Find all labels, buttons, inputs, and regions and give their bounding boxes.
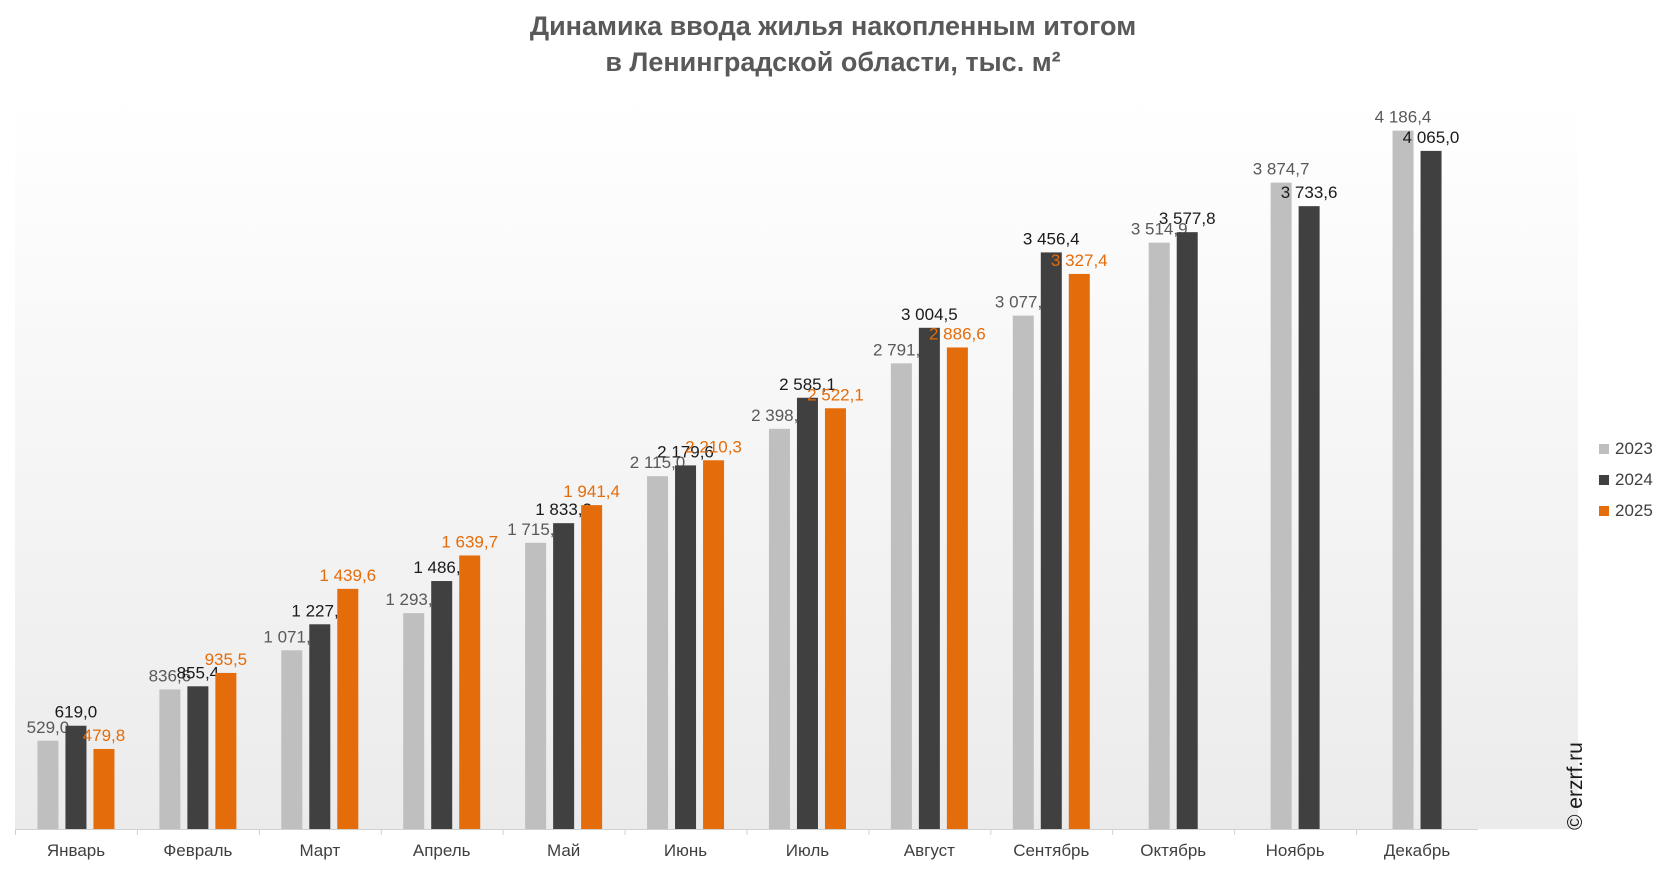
legend-label-2023: 2023 bbox=[1615, 438, 1653, 458]
legend-item-2024: 2024 bbox=[1599, 464, 1653, 495]
data-label-2023: 3 874,7 bbox=[1253, 160, 1310, 179]
watermark: © erzrf.ru bbox=[1564, 742, 1587, 830]
x-tick-label: Март bbox=[299, 841, 340, 860]
legend-item-2023: 2023 bbox=[1599, 433, 1653, 464]
bar-2024 bbox=[431, 581, 453, 829]
bar-2025 bbox=[946, 347, 968, 829]
data-label-2025: 2 210,3 bbox=[685, 437, 742, 456]
data-label-2025: 1 941,4 bbox=[563, 482, 620, 501]
bar-2023 bbox=[159, 689, 181, 829]
x-tick-label: Февраль bbox=[163, 841, 232, 860]
data-label-2025: 2 522,1 bbox=[807, 385, 864, 404]
data-label-2024: 1 833,3 bbox=[535, 500, 592, 519]
bar-2024 bbox=[918, 327, 940, 829]
bar-2023 bbox=[37, 740, 59, 829]
bar-2024 bbox=[187, 686, 209, 829]
data-label-2025: 935,5 bbox=[205, 650, 248, 669]
data-label-2024: 1 227,2 bbox=[291, 601, 348, 620]
bar-2024 bbox=[65, 725, 87, 829]
x-tick-label: Июнь bbox=[664, 841, 707, 860]
bar-2024 bbox=[1420, 150, 1442, 829]
bar-2024 bbox=[553, 523, 575, 829]
chart-title-line-1: Динамика ввода жилья накопленным итогом bbox=[529, 11, 1137, 41]
bar-2025 bbox=[703, 460, 725, 829]
bar-2023 bbox=[525, 542, 547, 829]
data-label-2023: 1 071,2 bbox=[263, 627, 320, 646]
x-tick-label: Август bbox=[904, 841, 955, 860]
data-label-2023: 4 186,4 bbox=[1375, 108, 1432, 127]
data-label-2023: 836,6 bbox=[149, 666, 192, 685]
data-label-2025: 3 327,4 bbox=[1051, 251, 1108, 270]
data-label-2024: 619,0 bbox=[55, 703, 98, 722]
bar-2023 bbox=[1270, 182, 1292, 830]
legend-swatch-2024 bbox=[1599, 474, 1609, 485]
data-label-2024: 3 577,8 bbox=[1159, 209, 1216, 228]
data-label-2025: 479,8 bbox=[83, 726, 126, 745]
x-tick-label: Май bbox=[547, 841, 580, 860]
bar-2025 bbox=[1068, 273, 1090, 829]
bar-2023 bbox=[1148, 242, 1170, 830]
bar-2025 bbox=[93, 748, 115, 829]
bar-2023 bbox=[1012, 315, 1034, 829]
legend-swatch-2023 bbox=[1599, 443, 1609, 454]
x-tick-label: Октябрь bbox=[1140, 841, 1206, 860]
x-tick-label: Январь bbox=[47, 841, 105, 860]
x-tick-label: Сентябрь bbox=[1013, 841, 1089, 860]
data-label-2025: 1 439,6 bbox=[319, 566, 376, 585]
bar-2025 bbox=[215, 672, 237, 829]
legend-item-2025: 2025 bbox=[1599, 495, 1653, 526]
data-label-2025: 2 886,6 bbox=[929, 324, 986, 343]
legend-label-2025: 2025 bbox=[1615, 500, 1653, 520]
bar-2024 bbox=[796, 397, 818, 829]
x-tick-label: Июль bbox=[786, 841, 830, 860]
bar-2025 bbox=[824, 408, 846, 829]
bar-2024 bbox=[309, 624, 331, 829]
bar-2025 bbox=[459, 555, 481, 829]
bar-2024 bbox=[1176, 232, 1198, 830]
legend: 2023 2024 2025 bbox=[1599, 433, 1653, 526]
bar-2024 bbox=[675, 465, 697, 829]
bar-2025 bbox=[337, 588, 359, 829]
data-label-2024: 2 585,1 bbox=[779, 375, 836, 394]
data-label-2023: 1 293,8 bbox=[385, 590, 442, 609]
chart-title-line-2: в Ленинградской области, тыс. м² bbox=[605, 47, 1061, 77]
bar-2023 bbox=[403, 613, 425, 829]
x-tick-label: Апрель bbox=[413, 841, 471, 860]
data-label-2024: 2 179,6 bbox=[657, 442, 714, 461]
bar-2023 bbox=[890, 363, 912, 829]
data-label-2024: 3 456,4 bbox=[1023, 229, 1080, 248]
data-label-2023: 3 077,4 bbox=[995, 293, 1052, 312]
data-label-2023: 2 115,0 bbox=[630, 453, 685, 472]
data-label-2024: 3 733,6 bbox=[1281, 183, 1338, 202]
x-tick-label: Декабрь bbox=[1384, 841, 1450, 860]
bar-2023 bbox=[768, 428, 790, 829]
data-label-2023: 2 398,9 bbox=[751, 406, 808, 425]
x-tick-label: Ноябрь bbox=[1266, 841, 1325, 860]
data-label-2024: 855,4 bbox=[177, 663, 220, 682]
bar-2024 bbox=[1298, 206, 1320, 830]
bar-2025 bbox=[581, 505, 603, 829]
data-label-2023: 3 514,9 bbox=[1131, 220, 1188, 239]
plot-background bbox=[15, 95, 1578, 829]
bar-2023 bbox=[281, 650, 303, 829]
bar-2024 bbox=[1040, 252, 1062, 829]
legend-swatch-2025 bbox=[1599, 505, 1609, 516]
chart-title: Динамика ввода жилья накопленным итогом … bbox=[0, 8, 1666, 80]
data-label-2025: 1 639,7 bbox=[441, 532, 498, 551]
data-label-2023: 529,0 bbox=[27, 718, 70, 737]
data-label-2024: 1 486,5 bbox=[413, 558, 470, 577]
data-label-2024: 4 065,0 bbox=[1403, 128, 1460, 147]
bar-2023 bbox=[1392, 130, 1414, 829]
data-label-2023: 2 791,3 bbox=[873, 340, 930, 359]
legend-label-2024: 2024 bbox=[1615, 469, 1653, 489]
data-label-2023: 1 715,7 bbox=[507, 520, 564, 539]
data-label-2024: 3 004,5 bbox=[901, 305, 958, 324]
bar-2023 bbox=[647, 476, 669, 829]
